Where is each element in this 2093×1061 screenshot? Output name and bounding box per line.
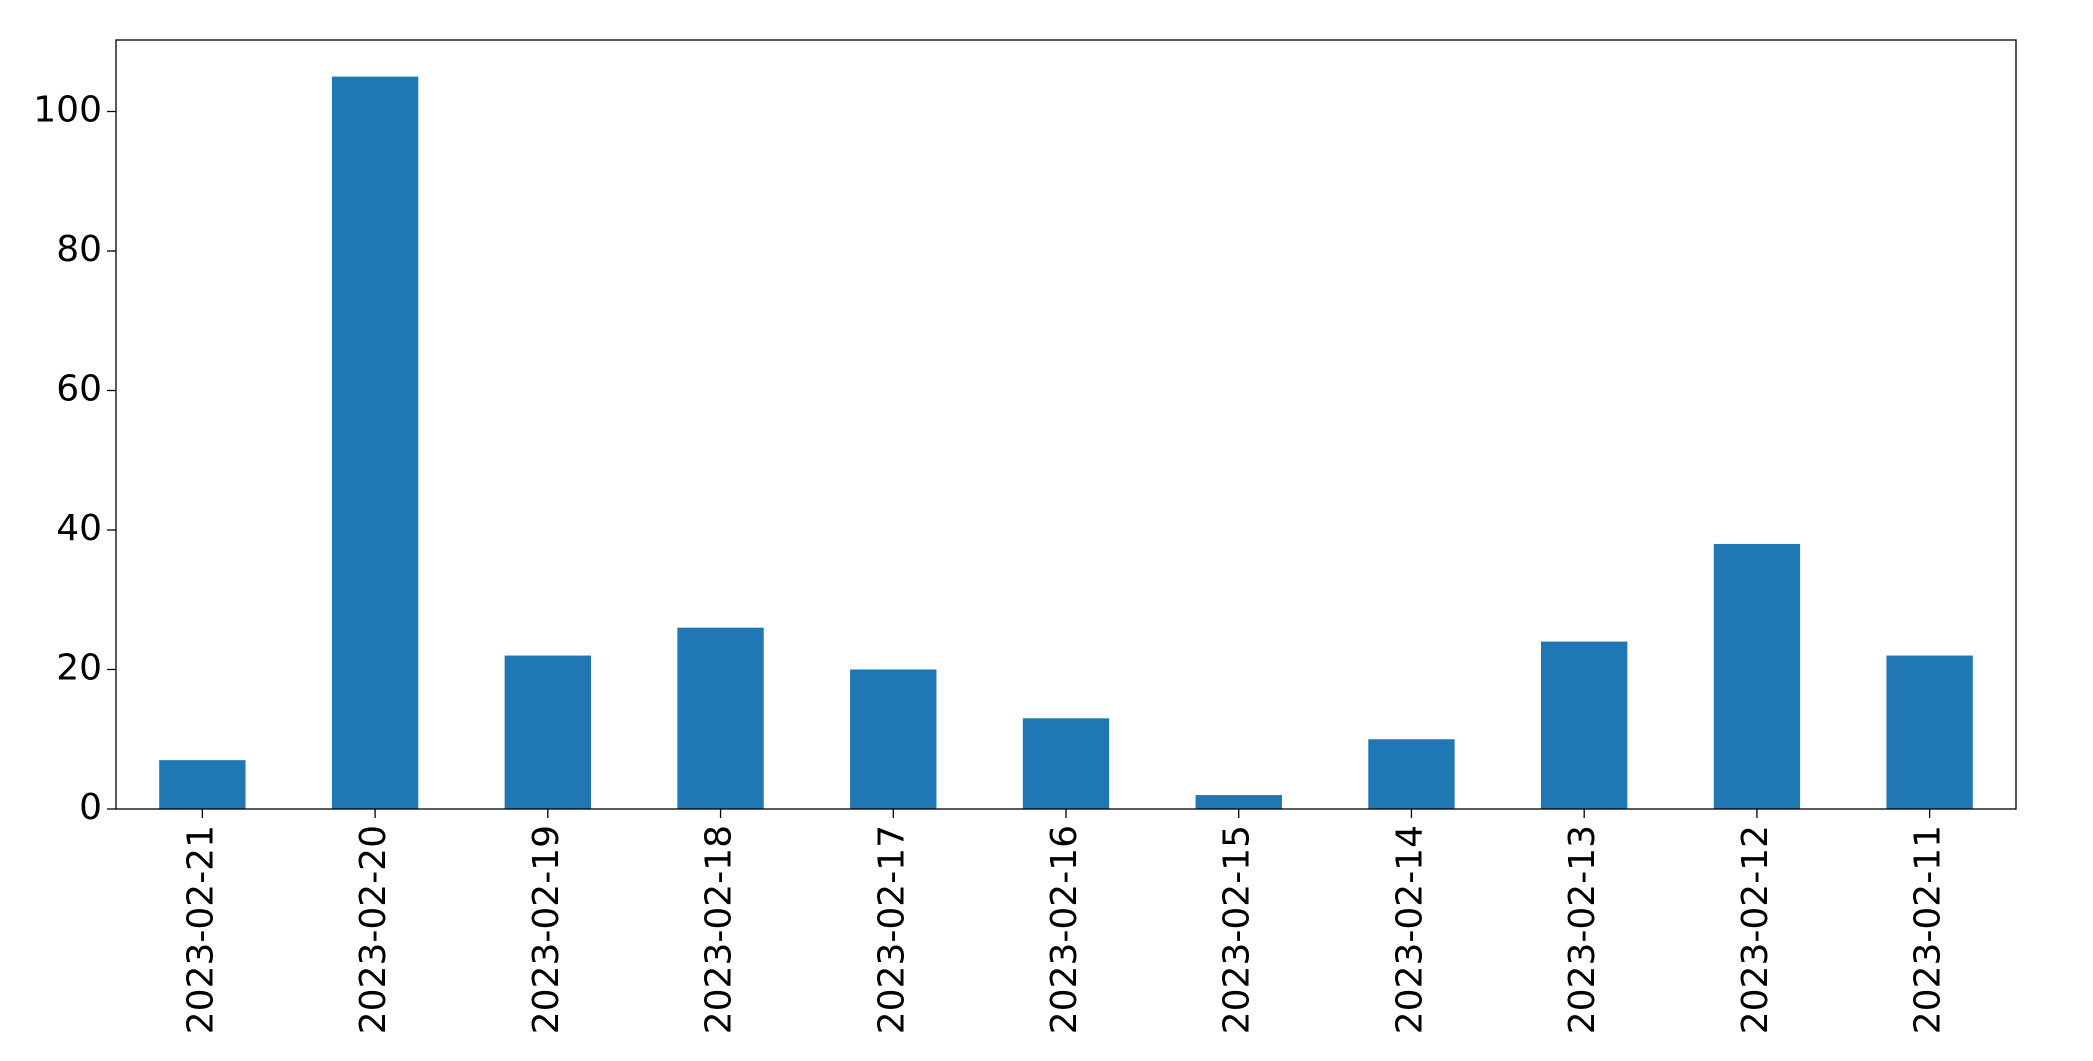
y-tick-label: 0 bbox=[79, 787, 102, 828]
bar bbox=[331, 76, 419, 810]
bar bbox=[1541, 641, 1628, 809]
x-tick-label: 2023-02-17 bbox=[871, 825, 912, 1034]
bar bbox=[1022, 718, 1110, 809]
bar bbox=[504, 655, 591, 809]
x-tick-label: 2023-02-18 bbox=[699, 825, 740, 1034]
bar bbox=[1368, 739, 1455, 809]
y-tick-label: 20 bbox=[56, 647, 102, 688]
bar bbox=[850, 669, 937, 809]
x-tick-label: 2023-02-13 bbox=[1562, 825, 1603, 1034]
x-tick-label: 2023-02-14 bbox=[1389, 825, 1430, 1034]
x-tick-label: 2023-02-19 bbox=[526, 825, 567, 1034]
bar bbox=[677, 627, 764, 809]
x-tick-label: 2023-02-16 bbox=[1044, 825, 1085, 1034]
x-tick-label: 2023-02-12 bbox=[1735, 825, 1776, 1034]
bar bbox=[1886, 655, 1973, 809]
x-tick-label: 2023-02-11 bbox=[1908, 825, 1949, 1034]
x-tick-label: 2023-02-15 bbox=[1217, 825, 1258, 1034]
bar bbox=[159, 760, 246, 809]
bar bbox=[1195, 795, 1282, 809]
y-tick-label: 60 bbox=[56, 368, 102, 409]
y-tick-label: 100 bbox=[33, 89, 102, 130]
x-tick-label: 2023-02-21 bbox=[180, 825, 221, 1034]
x-tick-label: 2023-02-20 bbox=[353, 825, 394, 1034]
plot-frame bbox=[115, 39, 2017, 810]
y-tick-label: 80 bbox=[56, 229, 102, 270]
bar bbox=[1713, 543, 1801, 809]
y-tick-label: 40 bbox=[56, 508, 102, 549]
